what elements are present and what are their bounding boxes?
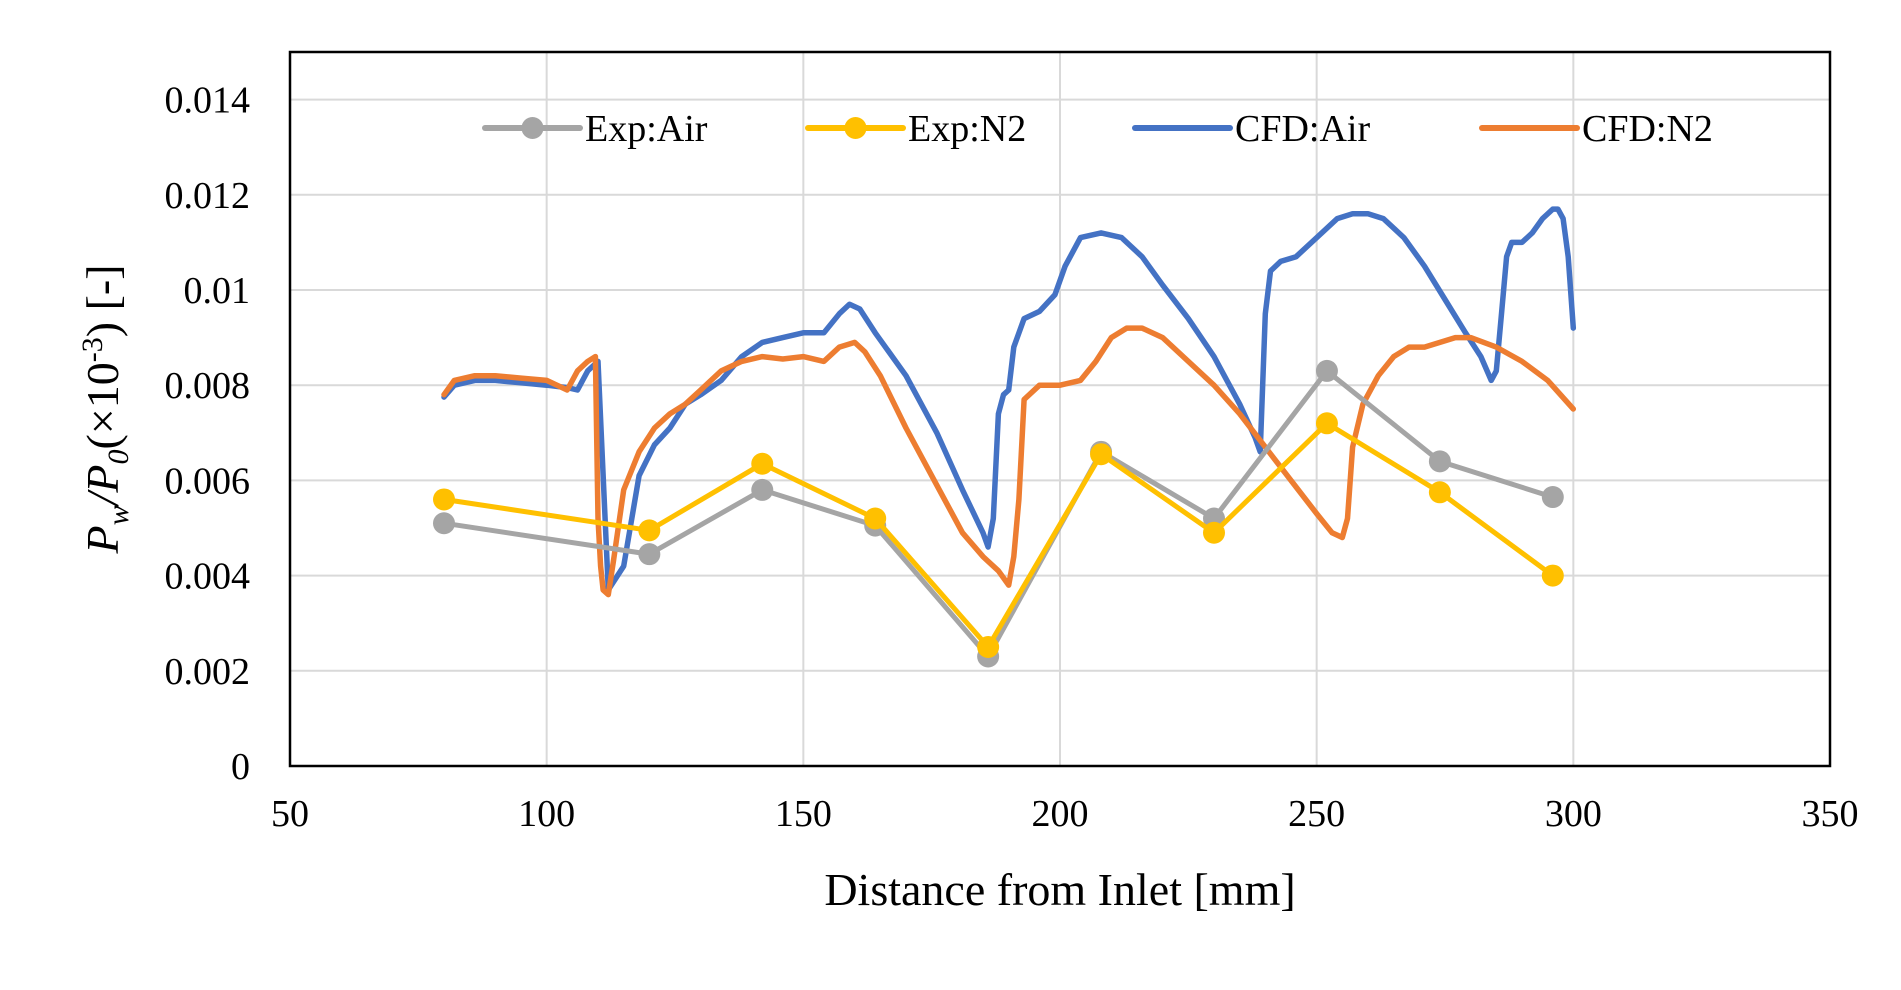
data-point: [751, 452, 774, 475]
y-axis-label-p2-sub: 0: [102, 450, 135, 465]
legend-item: CFD:N2: [1479, 108, 1713, 150]
series-cfd-n2: [441, 325, 1577, 598]
data-point: [638, 519, 661, 542]
y-tick-label: 0.01: [184, 270, 251, 312]
x-tick-label: 350: [1802, 793, 1859, 835]
legend-item: Exp:Air: [482, 108, 708, 150]
legend-label: Exp:N2: [908, 108, 1026, 150]
x-axis-label: Distance from Inlet [mm]: [824, 864, 1295, 915]
legend-label: Exp:Air: [585, 108, 708, 150]
grid: [290, 52, 1830, 766]
data-point: [977, 636, 1000, 658]
data-point: [1428, 450, 1451, 473]
y-axis-label: Pw/P0(×10-3) [-]: [76, 264, 135, 554]
data-point: [1541, 486, 1564, 509]
legend-label: CFD:N2: [1582, 108, 1713, 150]
x-tick-label: 300: [1545, 793, 1602, 835]
data-point: [1090, 443, 1113, 466]
y-axis-label-slash: /: [77, 488, 128, 508]
x-tick-label: 200: [1032, 793, 1089, 835]
legend-item: CFD:Air: [1132, 108, 1370, 150]
series-line: [441, 206, 1577, 593]
legend-item: Exp:N2: [805, 108, 1026, 150]
y-tick-label: 0.014: [165, 80, 251, 122]
y-axis-label-p2: P: [77, 465, 128, 494]
x-tick-label: 150: [775, 793, 832, 835]
y-tick-label: 0: [231, 746, 250, 788]
data-point: [751, 478, 774, 501]
data-point: [433, 512, 455, 535]
series-line: [441, 325, 1577, 598]
x-tick-label: 250: [1288, 793, 1345, 835]
data-point: [1315, 412, 1338, 435]
data-point: [864, 507, 887, 530]
y-tick-label: 0.004: [165, 556, 251, 598]
y-axis-label-p1: P: [77, 525, 128, 554]
legend: Exp:Air Exp:N2 CFD:Air CFD:N2: [482, 108, 1713, 150]
y-tick-label: 0.012: [165, 175, 251, 217]
series-layer: [433, 206, 1577, 668]
y-axis-ticks: 0 0.002 0.004 0.006 0.008 0.01 0.012 0.014: [165, 80, 251, 788]
data-point: [433, 488, 455, 511]
y-axis-label-unit-open: (×10: [77, 362, 128, 449]
y-tick-label: 0.006: [165, 460, 251, 502]
y-axis-label-unit-close: ) [-]: [77, 264, 128, 337]
data-point: [1428, 481, 1451, 504]
x-tick-label: 100: [518, 793, 575, 835]
legend-marker: [521, 117, 544, 139]
legend-marker: [844, 117, 867, 139]
data-point: [638, 543, 661, 566]
y-tick-label: 0.002: [165, 651, 251, 693]
legend-label: CFD:Air: [1235, 108, 1370, 150]
y-axis-label-p1-sub: w: [102, 505, 135, 525]
plot-area-frame: [288, 50, 1832, 768]
data-point: [1541, 564, 1564, 587]
y-axis-label-unit-sup: -3: [76, 337, 109, 362]
series-cfd-air: [441, 206, 1577, 593]
series-exp-n2: [433, 412, 1564, 658]
data-point: [1203, 521, 1225, 544]
data-point: [1315, 359, 1338, 382]
x-axis-ticks: 50 100 150 200 250 300 350: [271, 793, 1859, 835]
x-tick-label: 50: [271, 793, 309, 835]
series-line: [441, 420, 1556, 650]
y-tick-label: 0.008: [165, 365, 251, 407]
